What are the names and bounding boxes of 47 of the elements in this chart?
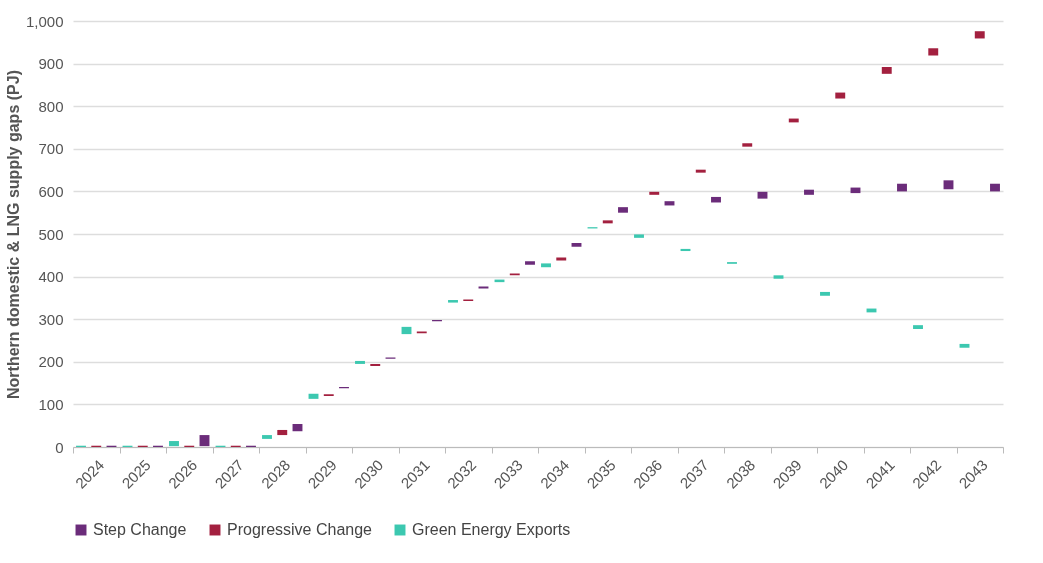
bar [169,441,179,447]
y-tick-label: 200 [38,353,64,371]
bar [835,92,846,99]
y-tick-label: 900 [38,55,64,73]
y-tick-label: 800 [38,97,64,115]
bar [820,291,830,296]
bar [277,429,288,436]
bar [928,48,939,56]
bar [571,242,582,247]
bar [974,31,985,39]
legend-label: Progressive Change [227,521,373,538]
y-tick-label: 600 [38,182,64,200]
bar [711,196,721,203]
bar [370,363,381,367]
bar [262,435,272,439]
bar [881,67,892,74]
y-tick-label: 100 [38,395,64,413]
bar [695,169,706,173]
bar [525,261,535,265]
bar [556,257,567,261]
bar [897,183,907,192]
bar [959,343,970,348]
bar [448,300,458,303]
y-tick-label: 700 [38,140,64,158]
bar [634,234,644,238]
bar [757,191,768,199]
legend-label: Step Change [93,521,187,538]
bar [943,180,954,190]
bar [618,207,628,213]
y-tick-label: 0 [55,438,64,456]
legend-label: Green Energy Exports [412,521,571,538]
bar [602,220,613,224]
y-tick-label: 400 [38,268,64,286]
bar [478,286,489,289]
y-tick-label: 1,000 [25,12,64,30]
bar [773,275,784,279]
bar [541,263,551,268]
bar [990,183,1000,192]
bar [649,191,660,195]
bar [913,325,923,329]
y-axis-title: Northern domestic & LNG supply gaps (PJ) [4,70,22,399]
bar [355,360,365,364]
bar [742,143,753,147]
bar [804,189,814,195]
y-tick-label: 300 [38,310,64,328]
y-tick-label: 500 [38,225,64,243]
bar [199,435,210,447]
